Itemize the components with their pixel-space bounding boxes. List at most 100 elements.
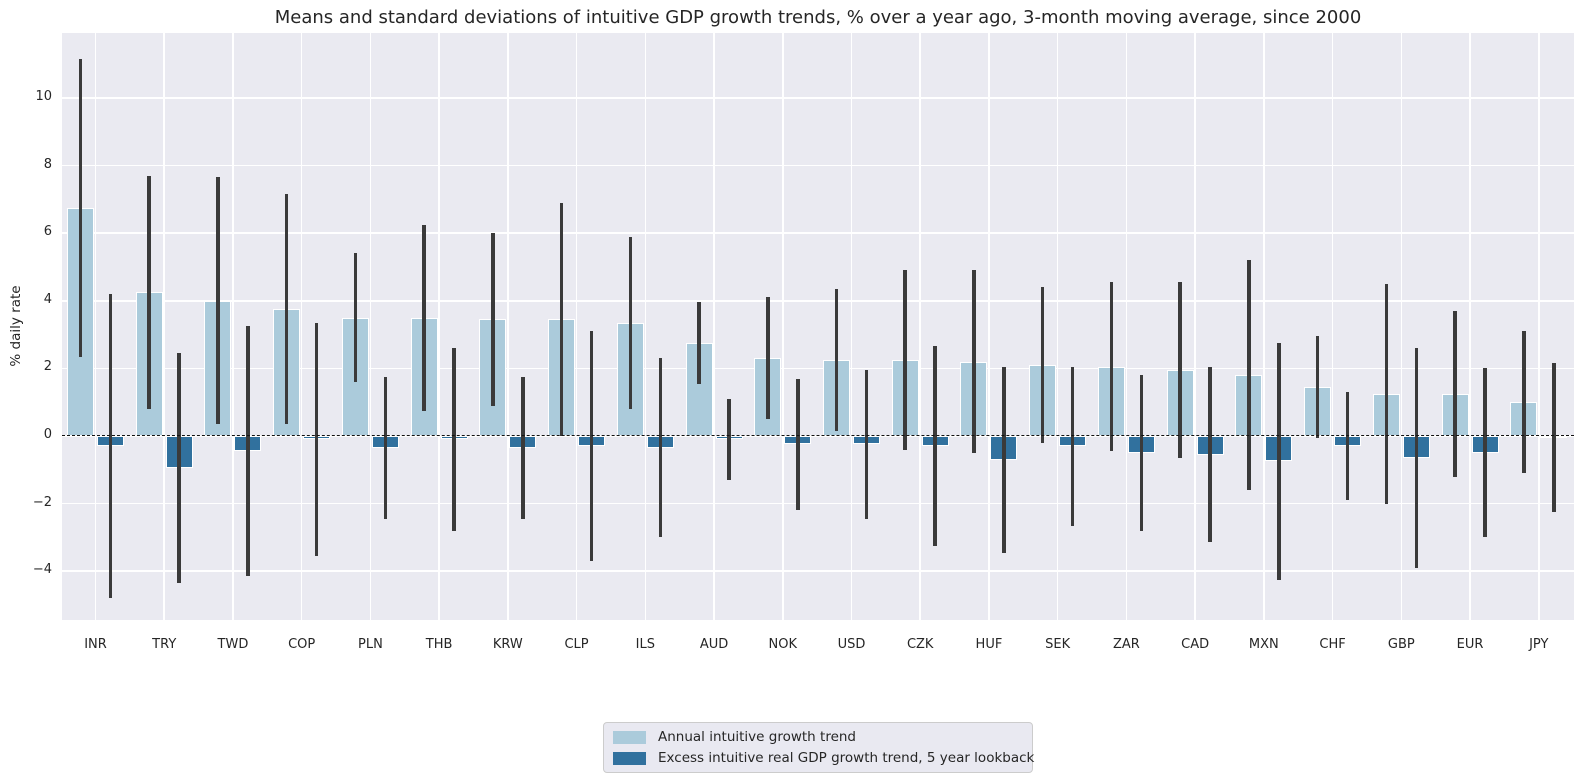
x-tick-label: USD <box>837 637 866 652</box>
error-bar-annual <box>628 236 633 409</box>
y-tick-label: 2 <box>43 359 52 375</box>
gridline-vertical <box>850 33 853 620</box>
x-tick-label: CLP <box>564 637 589 652</box>
chart-title: Means and standard deviations of intuiti… <box>274 7 1362 28</box>
error-bar-excess <box>658 358 663 538</box>
x-tick-label: TWD <box>217 637 249 652</box>
y-tick-label: 8 <box>43 156 52 172</box>
x-tick-label: CZK <box>906 637 934 652</box>
zero-line <box>62 435 1574 437</box>
error-bar-excess <box>1002 366 1006 553</box>
y-tick-label: 4 <box>43 291 52 307</box>
error-bar-annual <box>1384 283 1389 504</box>
x-tick-label: HUF <box>975 637 1003 652</box>
x-tick-label: INR <box>84 637 107 652</box>
x-tick-label: JPY <box>1529 637 1549 652</box>
error-bar-annual <box>284 194 289 425</box>
error-bar-excess <box>246 326 250 577</box>
gridline-vertical <box>713 33 715 620</box>
error-bar-excess <box>521 376 525 519</box>
x-tick-label: SEK <box>1045 637 1071 652</box>
gridline-vertical <box>438 33 440 620</box>
gridline-vertical <box>575 33 578 620</box>
gridline-vertical <box>919 33 922 620</box>
error-bar-excess <box>1277 343 1281 580</box>
error-bar-excess <box>452 348 456 531</box>
error-bar-annual <box>1247 260 1251 491</box>
error-bar-excess <box>1208 366 1212 543</box>
x-tick-label: ZAR <box>1112 637 1140 652</box>
error-bar-annual <box>903 270 908 450</box>
gridline-vertical <box>1056 33 1059 620</box>
error-bar-annual <box>353 253 358 382</box>
x-tick-label: CHF <box>1319 637 1346 652</box>
x-tick-label: EUR <box>1456 637 1484 652</box>
error-bar-annual <box>491 233 495 406</box>
x-tick-label: TRY <box>152 637 177 652</box>
gridline-vertical <box>781 33 784 620</box>
gridline-vertical <box>1400 33 1403 620</box>
error-bar-annual <box>765 297 770 420</box>
plot-area <box>62 33 1574 620</box>
legend-item: Annual intuitive growth trend <box>613 729 1023 745</box>
gridline-vertical <box>988 33 990 620</box>
error-bar-annual <box>216 177 220 425</box>
gridline-vertical <box>1125 33 1128 620</box>
gridline-horizontal <box>62 570 1574 572</box>
error-bar-annual <box>1453 310 1457 477</box>
y-tick-label: 0 <box>43 427 52 442</box>
error-bar-annual <box>972 270 976 453</box>
error-bar-excess <box>727 398 731 480</box>
error-bar-excess <box>177 353 182 584</box>
gridline-vertical <box>1194 33 1196 620</box>
error-bar-excess <box>864 370 869 519</box>
error-bar-annual <box>834 288 839 431</box>
gridline-vertical <box>644 33 647 620</box>
y-tick-label: −4 <box>32 562 52 578</box>
gridline-vertical <box>1469 33 1471 620</box>
gridline-vertical <box>94 33 97 620</box>
gridline-horizontal <box>62 367 1574 370</box>
gridline-vertical <box>369 33 372 620</box>
x-tick-label: NOK <box>768 637 797 652</box>
gridline-vertical <box>1537 33 1540 620</box>
gridline-vertical <box>300 33 303 620</box>
gridline-vertical <box>507 33 509 620</box>
x-tick-label: THB <box>425 637 453 652</box>
error-bar-annual <box>1178 282 1182 458</box>
error-bar-annual <box>1040 287 1045 443</box>
error-bar-excess <box>795 378 800 511</box>
error-bar-annual <box>78 59 83 357</box>
legend-label: Excess intuitive real GDP growth trend, … <box>658 750 1035 766</box>
error-bar-annual <box>1315 336 1320 438</box>
x-tick-label: GBP <box>1387 637 1415 652</box>
error-bar-excess <box>933 346 938 546</box>
x-tick-label: CAD <box>1181 637 1210 652</box>
legend-item: Excess intuitive real GDP growth trend, … <box>613 750 1034 766</box>
error-bar-excess <box>383 376 388 519</box>
error-bar-annual <box>1521 331 1526 474</box>
error-bar-annual <box>422 224 426 411</box>
error-bar-annual <box>559 202 564 436</box>
legend-label: Annual intuitive growth trend <box>658 729 856 745</box>
gridline-vertical <box>1331 33 1334 620</box>
x-tick-label: AUD <box>699 637 729 652</box>
gridline-vertical <box>232 33 234 620</box>
gridline-horizontal <box>62 502 1574 505</box>
error-bar-excess <box>314 322 319 556</box>
legend-swatch-light <box>613 730 646 744</box>
x-tick-label: KRW <box>492 637 523 652</box>
error-bar-excess <box>1483 368 1487 538</box>
error-bar-excess <box>1139 375 1144 531</box>
error-bar-annual <box>147 175 152 409</box>
error-bar-excess <box>1345 392 1350 501</box>
legend-swatch-dark <box>613 751 646 765</box>
x-tick-label: MXN <box>1248 637 1279 652</box>
error-bar-excess <box>589 331 594 562</box>
x-tick-label: COP <box>288 637 316 652</box>
legend: Annual intuitive growth trend Excess int… <box>603 722 1034 773</box>
error-bar-excess <box>108 294 113 599</box>
gridline-vertical <box>1263 33 1265 620</box>
y-tick-label: 6 <box>43 224 52 240</box>
